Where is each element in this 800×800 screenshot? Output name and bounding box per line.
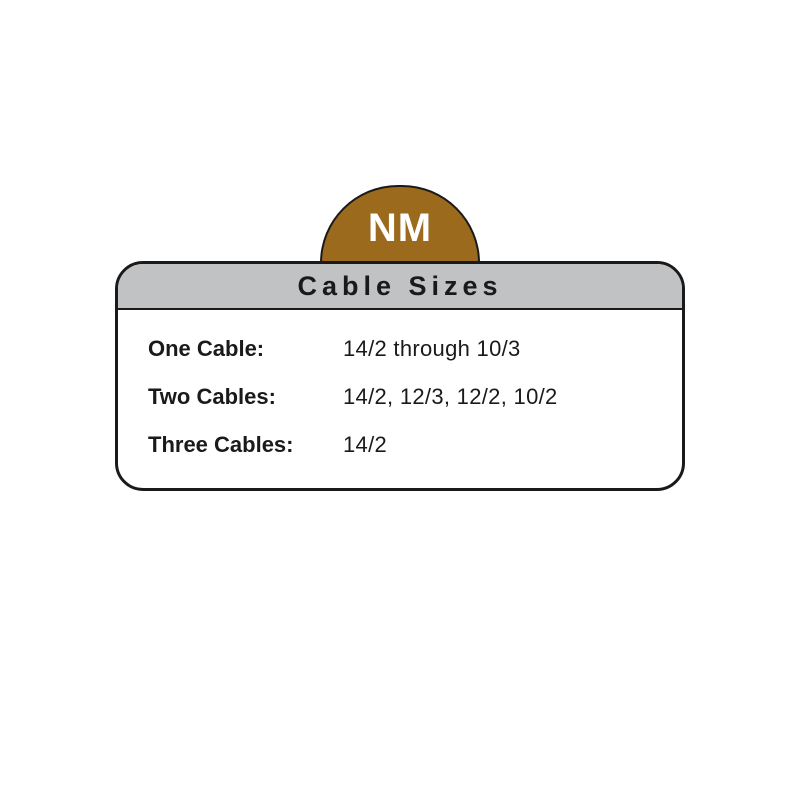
card-header: Cable Sizes (118, 264, 682, 310)
row-label: Three Cables: (148, 432, 343, 458)
card-title: Cable Sizes (297, 271, 502, 302)
row-value: 14/2 through 10/3 (343, 336, 521, 362)
card-body: One Cable: 14/2 through 10/3 Two Cables:… (118, 310, 682, 488)
row-label: One Cable: (148, 336, 343, 362)
info-card-container: NM Cable Sizes One Cable: 14/2 through 1… (115, 185, 685, 491)
table-row: One Cable: 14/2 through 10/3 (148, 336, 652, 362)
table-row: Three Cables: 14/2 (148, 432, 652, 458)
badge-tab: NM (320, 185, 480, 263)
row-label: Two Cables: (148, 384, 343, 410)
row-value: 14/2, 12/3, 12/2, 10/2 (343, 384, 558, 410)
row-value: 14/2 (343, 432, 387, 458)
table-row: Two Cables: 14/2, 12/3, 12/2, 10/2 (148, 384, 652, 410)
info-card: Cable Sizes One Cable: 14/2 through 10/3… (115, 261, 685, 491)
badge-label: NM (368, 206, 432, 251)
